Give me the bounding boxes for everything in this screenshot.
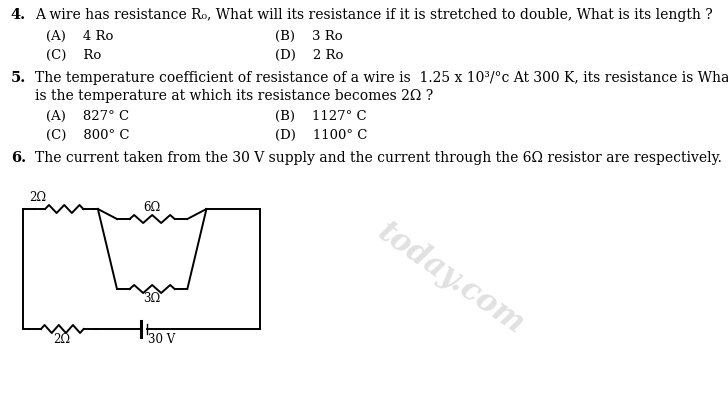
Text: (C)    800° C: (C) 800° C [46,129,130,142]
Text: (A)    827° C: (A) 827° C [46,110,129,123]
Text: 6Ω: 6Ω [143,201,161,214]
Text: 30 V: 30 V [149,333,175,346]
Text: The current taken from the 30 V supply and the current through the 6Ω resistor a: The current taken from the 30 V supply a… [35,151,722,165]
Text: 2Ω: 2Ω [53,333,71,346]
Text: (A)    4 Ro: (A) 4 Ro [46,30,114,43]
Text: (B)    3 Ro: (B) 3 Ro [275,30,343,43]
Text: 6.: 6. [11,151,25,165]
Text: (B)    1127° C: (B) 1127° C [275,110,367,123]
Text: 2Ω: 2Ω [29,191,46,204]
Text: 5.: 5. [11,71,26,85]
Text: (D)    2 Ro: (D) 2 Ro [275,49,344,62]
Text: (D)    1100° C: (D) 1100° C [275,129,368,142]
Text: is the temperature at which its resistance becomes 2Ω ?: is the temperature at which its resistan… [35,89,433,103]
Text: (C)    Ro: (C) Ro [46,49,101,62]
Text: A wire has resistance R₀, What will its resistance if it is stretched to double,: A wire has resistance R₀, What will its … [35,8,713,22]
Text: 4.: 4. [11,8,25,22]
Text: The temperature coefficient of resistance of a wire is  1.25 x 10³/°c At 300 K, : The temperature coefficient of resistanc… [35,71,728,85]
Text: 3Ω: 3Ω [143,292,161,305]
Text: today.com: today.com [372,217,531,341]
